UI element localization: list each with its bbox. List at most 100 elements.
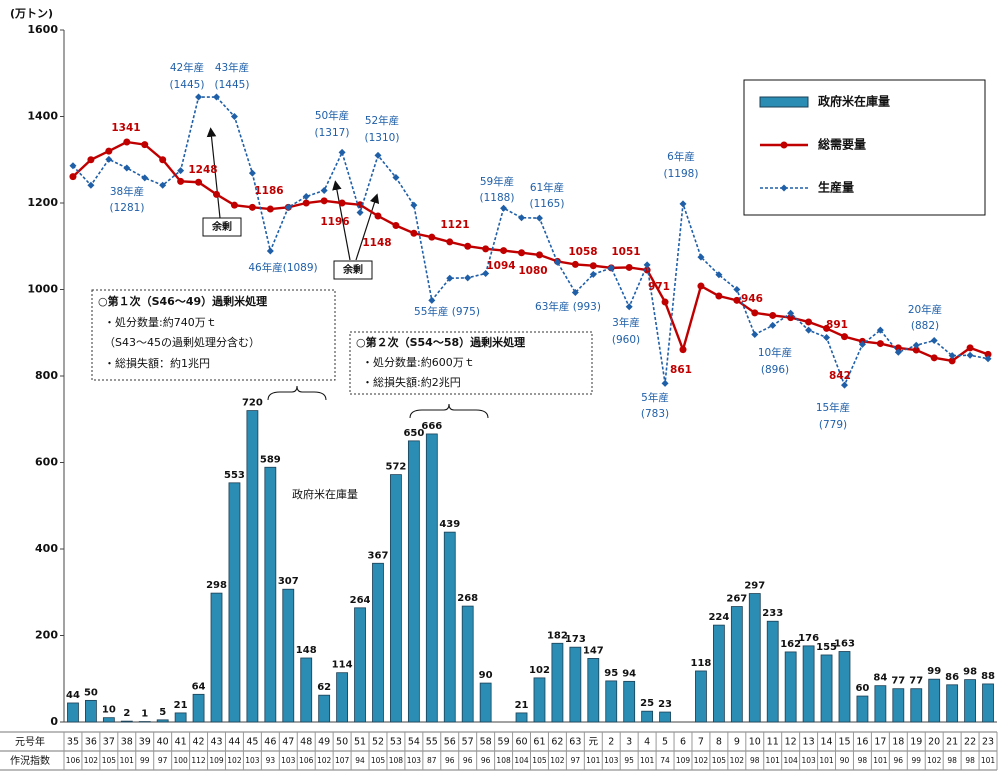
marker	[410, 201, 418, 209]
production-label: (1317)	[315, 127, 350, 139]
crop-index: 96	[445, 756, 455, 765]
crop-index: 94	[355, 756, 365, 765]
crop-index: 96	[463, 756, 473, 765]
legend-swatch	[780, 141, 788, 149]
demand-label: 1121	[440, 219, 469, 231]
crop-index: 97	[571, 756, 581, 765]
x-tick-label: 58	[480, 737, 492, 748]
bar-label: 572	[385, 462, 406, 473]
bar	[354, 607, 366, 723]
crop-index: 103	[281, 756, 296, 765]
marker	[679, 346, 687, 354]
marker	[984, 355, 992, 363]
arrows	[206, 127, 380, 261]
bar-label: 233	[762, 608, 783, 619]
production-label: (1281)	[110, 202, 145, 214]
x-tick-label: 3	[626, 737, 632, 748]
marker	[123, 164, 131, 172]
production-label: (1165)	[530, 198, 565, 210]
x-tick-label: 55	[426, 737, 438, 748]
crop-index: 105	[371, 756, 386, 765]
crop-index: 102	[84, 756, 99, 765]
demand-label: 1196	[320, 216, 349, 228]
bar	[928, 678, 941, 723]
x-tick-label: 37	[103, 737, 115, 748]
crop-index: 90	[840, 756, 850, 765]
marker	[518, 249, 526, 257]
bar-label: 98	[963, 667, 977, 678]
production-label: (1188)	[480, 192, 515, 204]
x-tick-label: 22	[964, 737, 976, 748]
bar	[300, 657, 313, 723]
bar-label: 297	[744, 581, 765, 592]
bar-label: 307	[278, 576, 299, 587]
production-label: (779)	[819, 419, 847, 431]
marker	[948, 357, 956, 365]
legend-swatch	[780, 184, 788, 192]
crop-index: 102	[227, 756, 242, 765]
marker	[266, 205, 274, 213]
bar-label: 102	[529, 665, 550, 676]
y-tick-label: 1200	[27, 196, 58, 209]
marker	[518, 214, 526, 222]
row-label: 元号年	[15, 735, 45, 748]
crop-index: 99	[911, 756, 921, 765]
crop-index: 106	[66, 756, 81, 765]
marker	[482, 269, 490, 277]
bar	[372, 562, 384, 723]
crop-index: 102	[317, 756, 332, 765]
marker	[643, 261, 651, 269]
production-label: 52年産	[365, 114, 399, 127]
crop-index: 101	[766, 756, 781, 765]
marker	[464, 242, 472, 250]
crop-index: 95	[624, 756, 634, 765]
bar	[856, 695, 869, 723]
crop-index: 104	[783, 756, 798, 765]
info-box	[349, 331, 593, 395]
crop-index: 103	[407, 756, 422, 765]
marker	[213, 190, 221, 198]
marker	[589, 262, 597, 270]
bar	[318, 694, 331, 723]
production-label: 10年産	[758, 346, 792, 359]
crop-index: 98	[750, 756, 760, 765]
x-tick-label: 40	[157, 737, 169, 748]
production-label: (1310)	[365, 132, 400, 144]
bar-label: 264	[350, 595, 371, 606]
bar	[802, 645, 815, 723]
bar-label: 84	[873, 673, 887, 684]
info-box	[91, 289, 336, 381]
marker	[123, 138, 131, 146]
row-label: 作況指数	[10, 754, 50, 767]
bar-label: 2	[123, 708, 130, 719]
bar-label: 553	[224, 470, 245, 481]
marker	[805, 318, 813, 326]
marker	[733, 296, 741, 304]
crop-index: 109	[676, 756, 691, 765]
crop-index: 104	[514, 756, 529, 765]
bar	[515, 712, 528, 723]
production-label: 43年産	[215, 61, 249, 74]
x-tick-label: 18	[892, 737, 904, 748]
info-text: ○第２次（S54～58）過剰米処理	[356, 335, 525, 349]
x-tick-label: 35	[67, 737, 79, 748]
marker	[751, 309, 759, 317]
marker	[159, 181, 167, 189]
marker	[751, 330, 759, 338]
crop-index: 101	[981, 756, 996, 765]
bar-label: 720	[242, 398, 263, 409]
x-tick-label: 54	[408, 737, 420, 748]
bar-label: 224	[708, 612, 729, 623]
x-tick-label: 17	[874, 737, 886, 748]
marker	[894, 348, 902, 356]
production-label: 63年産 (993)	[535, 300, 601, 313]
bar-label: 182	[547, 630, 568, 641]
bar	[587, 658, 600, 723]
marker	[553, 258, 561, 266]
crop-index: 96	[481, 756, 491, 765]
bar-label: 77	[909, 676, 923, 687]
bar-label: 267	[726, 594, 747, 605]
production-label: (783)	[641, 408, 669, 420]
crop-index: 105	[532, 756, 547, 765]
bar	[695, 670, 707, 723]
